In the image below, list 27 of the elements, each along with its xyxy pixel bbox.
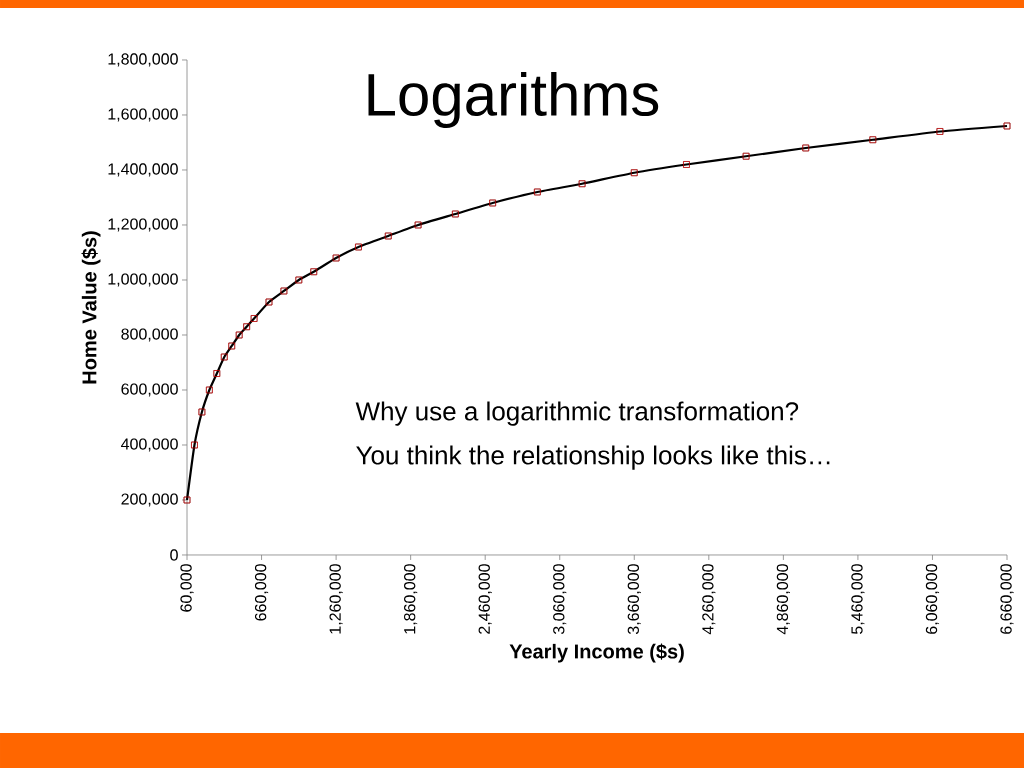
y-tick-label: 400,000	[121, 438, 178, 452]
y-tick-label: 600,000	[121, 383, 178, 397]
y-tick-label: 800,000	[121, 328, 178, 342]
x-tick-label: 2,460,000	[478, 564, 492, 634]
x-tick-label: 5,460,000	[851, 564, 865, 635]
y-tick-label: 1,000,000	[108, 273, 178, 287]
x-tick-label: 6,660,000	[1000, 564, 1014, 634]
y-tick-label: 0	[170, 549, 178, 561]
x-tick-label: 60,000	[180, 564, 194, 612]
x-tick-label: 660,000	[254, 564, 269, 621]
y-tick-label: 1,600,000	[108, 108, 178, 122]
x-tick-label: 1,260,000	[329, 564, 343, 634]
annotation: You think the relationship looks like this…	[356, 445, 830, 470]
y-axis-title: Home Value ($s)	[81, 231, 101, 384]
x-tick-label: 4,260,000	[702, 564, 716, 635]
x-tick-label: 3,660,000	[627, 564, 641, 635]
x-axis-title: Yearly Income ($s)	[509, 643, 684, 663]
x-tick-label: 6,060,000	[925, 564, 940, 634]
y-tick-label: 200,000	[121, 493, 178, 507]
x-tick-label: 3,060,000	[553, 564, 567, 635]
y-tick-label: 1,400,000	[108, 163, 178, 177]
annotation: Why use a logarithmic transformation?	[355, 401, 799, 426]
y-tick-label: 1,800,000	[108, 53, 178, 67]
chart-title: Logarithms	[368, 72, 659, 128]
x-tick-label: 1,860,000	[404, 564, 418, 634]
y-tick-label: 1,200,000	[108, 218, 178, 232]
x-tick-label: 4,860,000	[776, 564, 790, 635]
